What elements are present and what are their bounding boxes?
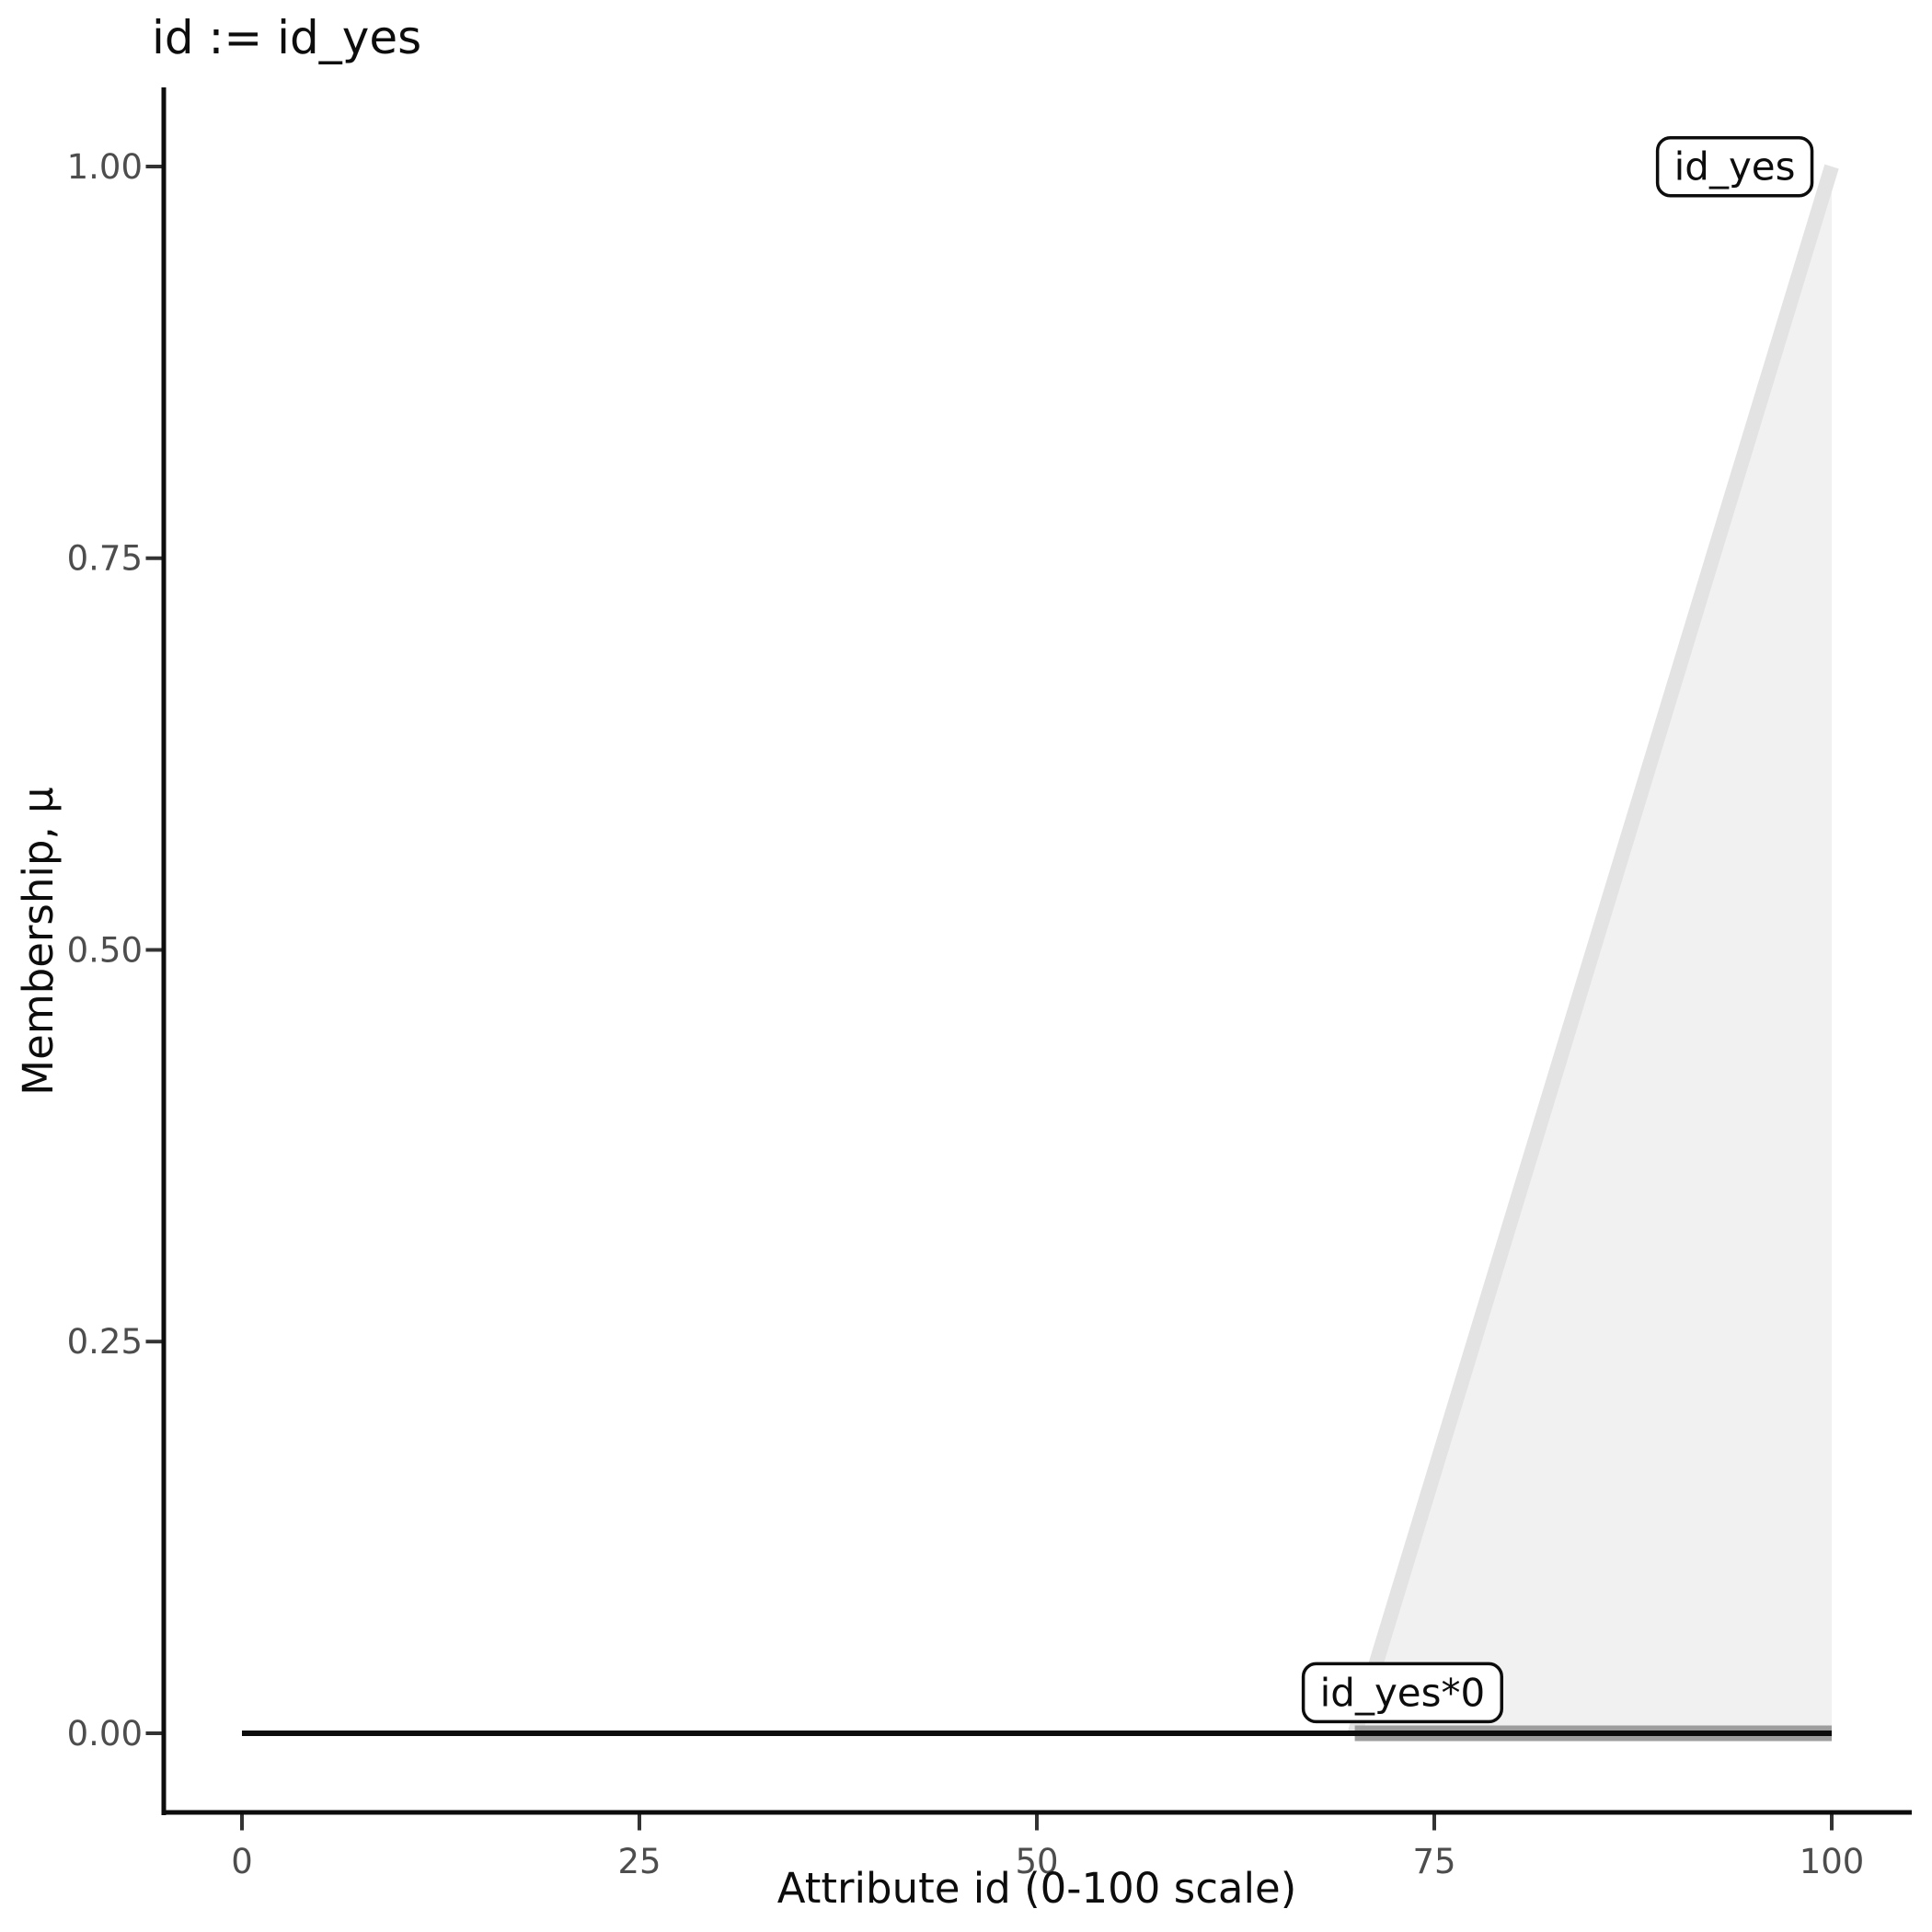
series-label-id_yes: id_yes	[1655, 135, 1814, 198]
y-tick-label: 0.00	[67, 1714, 143, 1754]
label-text: id_yes	[1674, 144, 1796, 190]
label-box	[1301, 1662, 1504, 1724]
y-tick-label: 0.75	[67, 539, 143, 579]
series-label-id_yes-0: id_yes*0	[1301, 1662, 1504, 1724]
plot-title: id := id_yes	[152, 11, 421, 64]
y-tick-label: 1.00	[67, 147, 143, 187]
series-id_yes-line	[1347, 164, 1839, 1736]
label-text: id_yes*0	[1320, 1670, 1486, 1715]
tick-labels-layer: 0 25 50 75 100 0.00 0.25 0.50 0.75 1.00	[67, 147, 1865, 1881]
y-tick-label: 0.50	[67, 930, 143, 970]
x-tick-label: 75	[1412, 1842, 1455, 1881]
axes-layer	[145, 87, 1912, 1831]
x-tick-label: 0	[231, 1842, 253, 1881]
x-tick-label: 50	[1015, 1842, 1058, 1881]
x-tick-label: 25	[617, 1842, 661, 1881]
series-line-layer	[242, 164, 1839, 1742]
x-axis-title: Attribute id (0-100 scale)	[777, 1864, 1297, 1913]
label-box	[1655, 135, 1814, 198]
y-axis-title: Membership, μ	[14, 787, 63, 1095]
y-tick-label: 0.25	[67, 1322, 143, 1362]
annotation-layer: id_yes id_yes*0	[1301, 135, 1814, 1724]
x-tick-label: 100	[1800, 1842, 1865, 1881]
